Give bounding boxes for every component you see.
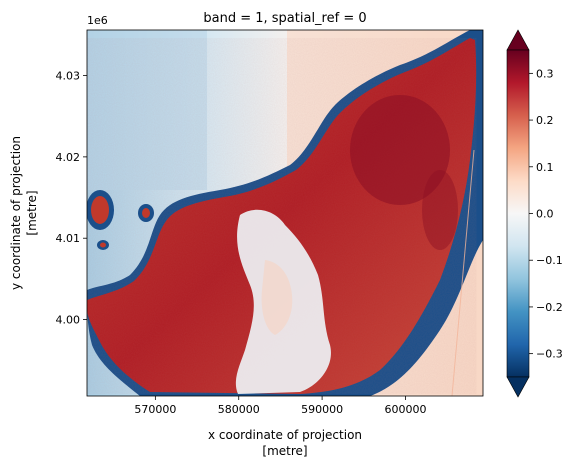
x-axis-unit: [metre] bbox=[262, 444, 307, 458]
colorbar-tick-label: −0.1 bbox=[536, 254, 563, 267]
island-2 bbox=[142, 208, 150, 218]
plot-frame bbox=[86, 29, 484, 397]
sea-upper-left bbox=[87, 30, 207, 190]
sea-streak bbox=[451, 149, 475, 396]
central-patch-detail bbox=[261, 260, 293, 335]
island-3 bbox=[100, 242, 106, 248]
colorbar-tick-label: −0.3 bbox=[536, 348, 563, 361]
heatmap-image bbox=[87, 30, 483, 396]
colorbar-tick-label: 0.1 bbox=[536, 161, 554, 174]
y-tick-label: 4.03 bbox=[56, 70, 81, 83]
colorbar-extend-bottom bbox=[506, 376, 530, 398]
x-tick-label: 590000 bbox=[301, 403, 343, 416]
y-tick-label: 4.02 bbox=[56, 151, 81, 164]
x-axis-label: x coordinate of projection bbox=[208, 428, 362, 442]
chart-title: band = 1, spatial_ref = 0 bbox=[203, 11, 366, 26]
y-tick-label: 4.01 bbox=[56, 232, 81, 245]
colorbar-tick-label: −0.2 bbox=[536, 301, 563, 314]
x-axis-ticks: 570000 580000 590000 600000 bbox=[134, 396, 426, 416]
colorbar-ticks: −0.3 −0.2 −0.1 0.0 0.1 0.2 0.3 bbox=[529, 67, 563, 361]
x-tick-label: 600000 bbox=[384, 403, 426, 416]
x-tick-label: 580000 bbox=[218, 403, 260, 416]
colorbar-extend-top bbox=[506, 29, 530, 51]
colorbar-tick-label: 0.3 bbox=[536, 67, 554, 80]
y-tick-label: 4.00 bbox=[56, 314, 81, 327]
y-axis-unit: [metre] bbox=[25, 190, 39, 235]
colorbar-tick-label: 0.2 bbox=[536, 114, 554, 127]
land-dark-region-north bbox=[350, 95, 450, 205]
colorbar: −0.3 −0.2 −0.1 0.0 0.1 0.2 0.3 bbox=[506, 29, 563, 398]
y-offset-label: 1e6 bbox=[87, 14, 108, 27]
colorbar-body bbox=[506, 49, 530, 378]
y-axis-label: y coordinate of projection bbox=[9, 136, 23, 290]
colorbar-tick-label: 0.0 bbox=[536, 208, 554, 221]
y-axis-ticks: 4.00 4.01 4.02 4.03 bbox=[56, 70, 87, 327]
x-tick-label: 570000 bbox=[134, 403, 176, 416]
land-dark-region-east bbox=[422, 170, 458, 250]
island-1 bbox=[91, 196, 109, 224]
